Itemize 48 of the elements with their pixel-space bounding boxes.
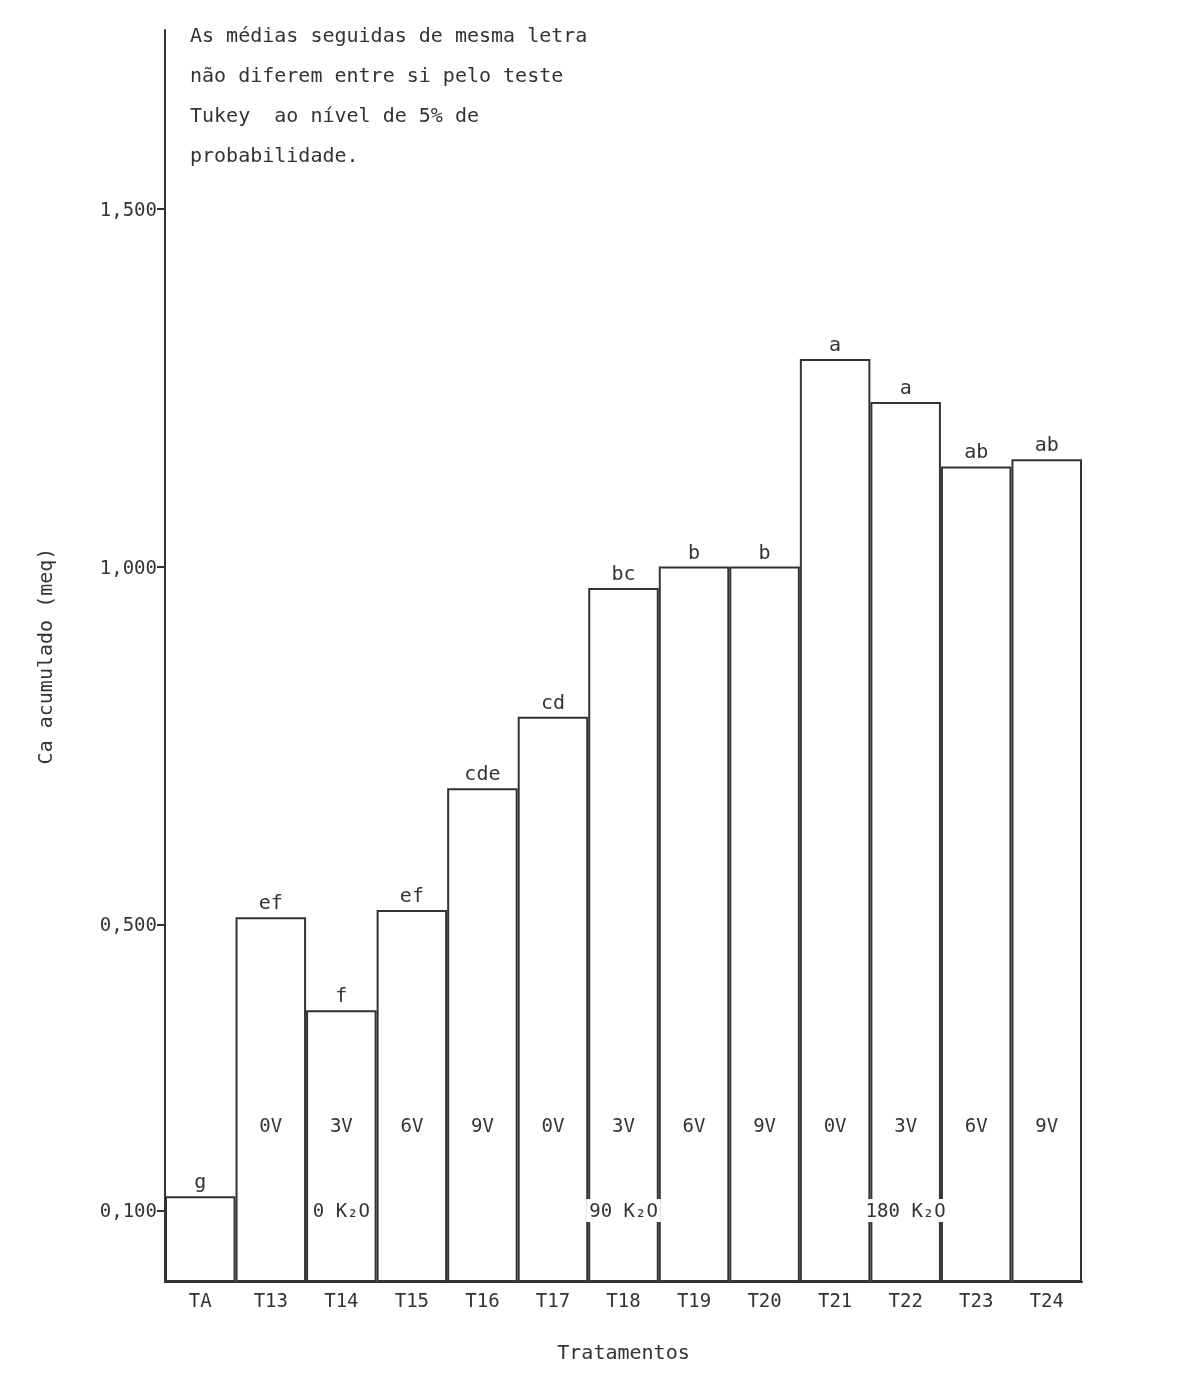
x-tick-label: T20	[747, 1288, 782, 1311]
annotation: 90 K₂O	[589, 1199, 658, 1222]
data-label: cde	[464, 761, 501, 786]
y-tick-label: 1,000	[99, 555, 157, 578]
data-label: a	[899, 375, 912, 400]
data-label: bc	[611, 561, 636, 586]
x-tick-label: T15	[394, 1288, 430, 1311]
x-tick-label: T22	[888, 1288, 923, 1311]
x-tick-label: T13	[253, 1288, 288, 1311]
annotation: 3V	[612, 1113, 635, 1136]
annotation: As médias seguidas de mesma letra não diferem entre si pelo teste Tukey ao nível de 5% de probabilidade.	[190, 23, 600, 167]
x-tick-label: T23	[959, 1288, 994, 1311]
y-tick-label: 0,500	[99, 913, 157, 936]
annotation: 3V	[894, 1113, 918, 1136]
annotation: 0 K₂O	[312, 1199, 370, 1222]
y-axis-title: Ca acumulado (meq)	[33, 547, 57, 765]
x-tick-label: T21	[817, 1288, 853, 1311]
annotation: 6V	[682, 1113, 706, 1136]
x-tick-label: T17	[535, 1288, 571, 1311]
data-label: ef	[258, 890, 283, 915]
data-label: ab	[964, 439, 989, 464]
x-tick-label: T24	[1029, 1288, 1064, 1311]
annotation: 0V	[541, 1113, 565, 1136]
y-tick-label: 0,100	[99, 1199, 157, 1222]
data-label: g	[194, 1169, 207, 1194]
annotation: 3V	[329, 1113, 353, 1136]
annotation: 0V	[823, 1113, 847, 1136]
annotation: 6V	[964, 1113, 988, 1136]
data-label: f	[335, 983, 348, 1008]
annotation: 0V	[259, 1113, 283, 1136]
x-tick-label: T18	[606, 1288, 641, 1311]
y-tick-label: 1,500	[99, 197, 157, 220]
x-tick-label: T19	[676, 1288, 712, 1311]
annotation: 180 K₂O	[865, 1199, 946, 1222]
x-tick-label: TA	[188, 1288, 213, 1311]
data-label: cd	[540, 689, 566, 714]
data-label: b	[758, 539, 771, 564]
annotation: 9V	[470, 1113, 494, 1136]
data-label: ab	[1034, 432, 1059, 457]
annotation: 9V	[1035, 1113, 1059, 1136]
annotation: 6V	[400, 1113, 424, 1136]
data-label: ef	[399, 882, 424, 907]
data-label: b	[688, 539, 701, 564]
x-tick-label: T16	[465, 1288, 500, 1311]
x-tick-label: T14	[324, 1288, 359, 1311]
annotation: 9V	[753, 1113, 777, 1136]
data-label: a	[829, 332, 842, 357]
x-axis-title: Tratamentos	[557, 1340, 690, 1364]
